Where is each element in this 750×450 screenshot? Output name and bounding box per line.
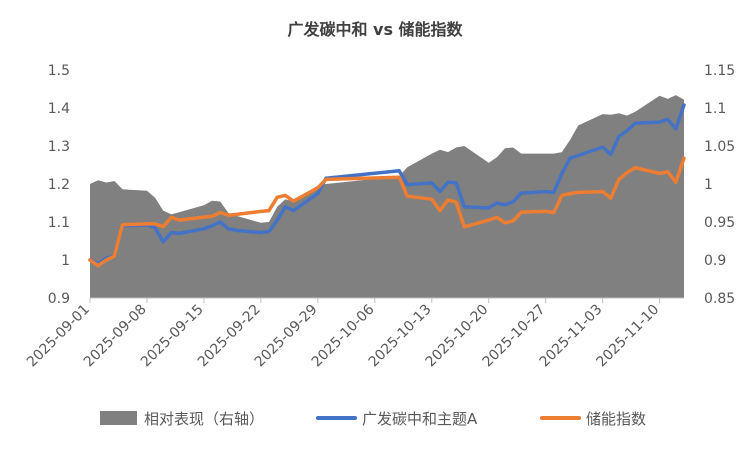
y-left-tick-label: 1.1 [48, 215, 70, 231]
series-line-1 [88, 103, 686, 266]
y-left-tick-label: 1.3 [48, 139, 70, 155]
y-left-tick-label: 0.9 [48, 291, 70, 307]
chart-title: 广发碳中和 vs 储能指数 [287, 20, 463, 39]
y-right-tick-label: 1.15 [704, 63, 735, 79]
y-left-tick-label: 1 [61, 253, 70, 269]
plot-area [88, 95, 686, 298]
y-left-tick-label: 1.4 [48, 101, 70, 117]
y-right-tick-label: 0.9 [704, 253, 726, 269]
y-right-tick-label: 1.05 [704, 139, 735, 155]
y-axis-left: 0.9 1 1.1 1.2 1.3 1.4 1.5 [48, 63, 70, 307]
y-right-tick-label: 1 [704, 177, 713, 193]
y-axis-right: 0.85 0.9 0.95 1 1.05 1.1 1.15 [704, 63, 735, 307]
legend-swatch-area [100, 411, 137, 425]
y-right-tick-label: 0.95 [704, 215, 735, 231]
legend-label: 储能指数 [586, 410, 646, 428]
y-left-tick-label: 1.2 [48, 177, 70, 193]
series-area-relative [90, 95, 684, 298]
legend-label: 相对表现（右轴） [144, 410, 264, 428]
y-left-tick-label: 1.5 [48, 63, 70, 79]
legend: 相对表现（右轴） 广发碳中和主题A 储能指数 [100, 410, 646, 428]
legend-label: 广发碳中和主题A [362, 410, 478, 428]
y-right-tick-label: 1.1 [704, 101, 726, 117]
y-right-tick-label: 0.85 [704, 291, 735, 307]
series-line-2 [88, 156, 686, 268]
x-axis: 2025-09-012025-09-082025-09-152025-09-22… [24, 297, 684, 370]
